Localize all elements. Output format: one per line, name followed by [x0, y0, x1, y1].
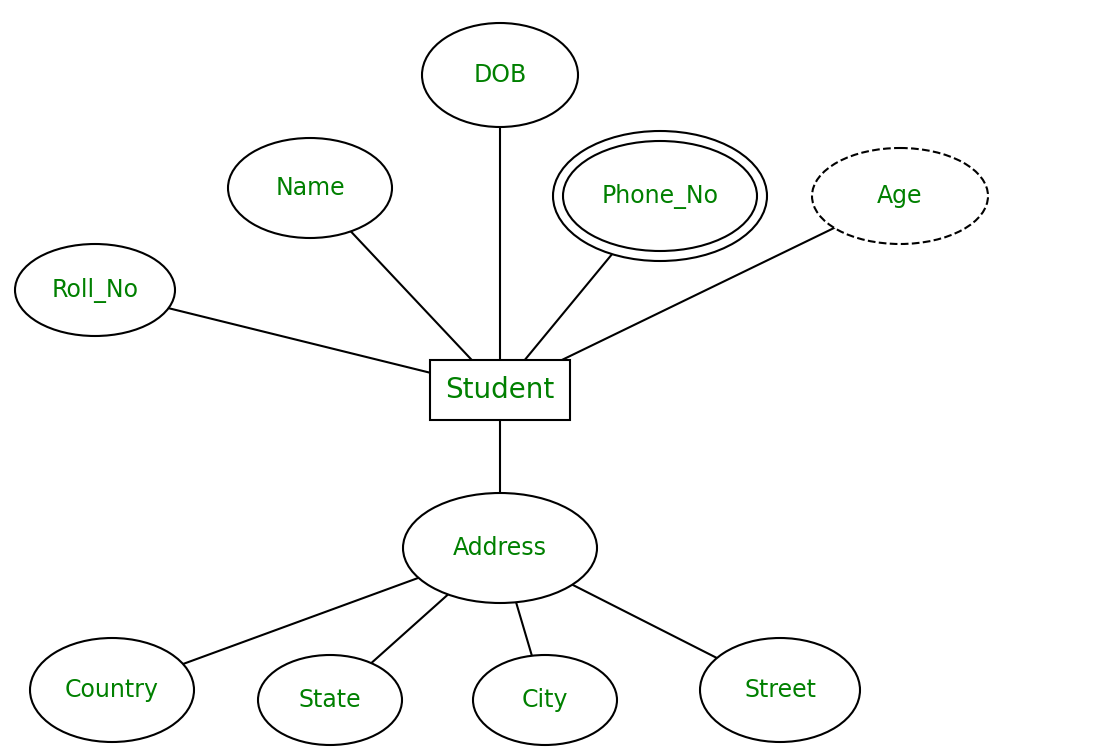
Text: Phone_No: Phone_No	[602, 184, 718, 209]
Ellipse shape	[563, 141, 757, 251]
Text: DOB: DOB	[474, 63, 527, 87]
Text: Country: Country	[64, 678, 159, 702]
Ellipse shape	[421, 23, 578, 127]
Ellipse shape	[812, 148, 987, 244]
Text: Student: Student	[446, 376, 555, 404]
Ellipse shape	[473, 655, 617, 745]
Ellipse shape	[699, 638, 860, 742]
Text: Street: Street	[744, 678, 816, 702]
Text: City: City	[522, 688, 568, 712]
Bar	[430, 360, 570, 420]
Text: Name: Name	[275, 176, 345, 200]
Ellipse shape	[258, 655, 403, 745]
Text: Address: Address	[453, 536, 547, 560]
Ellipse shape	[14, 244, 175, 336]
Ellipse shape	[403, 493, 597, 603]
Text: State: State	[299, 688, 361, 712]
Ellipse shape	[553, 131, 767, 261]
Ellipse shape	[228, 138, 393, 238]
Ellipse shape	[30, 638, 193, 742]
Text: Roll_No: Roll_No	[51, 278, 139, 303]
Text: Age: Age	[877, 184, 923, 208]
